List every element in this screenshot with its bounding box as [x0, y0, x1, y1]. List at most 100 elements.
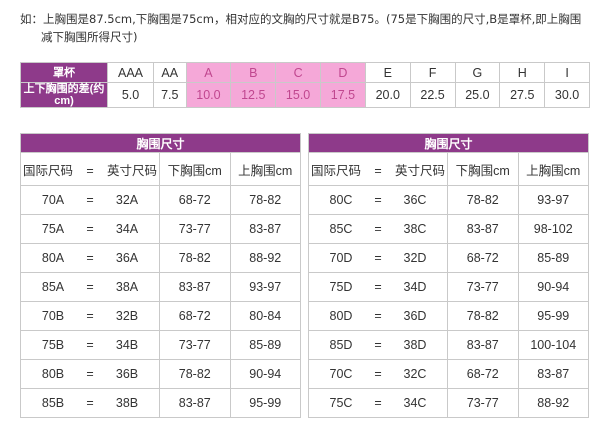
table-row: 80A = 36A 78-82 88-92: [20, 243, 301, 273]
table-title: 胸围尺寸: [20, 133, 301, 153]
cup-cell: F: [409, 62, 456, 83]
size-cell: 75A = 34A: [20, 214, 160, 244]
table-row: 85A = 38A 83-87 93-97: [20, 272, 301, 302]
difference-cell: 5.0: [106, 82, 155, 108]
table-row: 75A = 34A 73-77 83-87: [20, 214, 301, 244]
cup-cell: H: [499, 62, 546, 83]
under-bust-cell: 78-82: [159, 359, 231, 389]
difference-cell: 17.5: [320, 82, 366, 108]
equals-sign: =: [86, 193, 94, 207]
under-bust-cell: 73-77: [159, 330, 231, 360]
cup-cell: I: [544, 62, 590, 83]
inch-size: 38A: [115, 280, 139, 294]
equals-sign: =: [86, 367, 94, 381]
under-bust-cell: 73-77: [447, 388, 519, 418]
size-cell: 80A = 36A: [20, 243, 160, 273]
inch-size: 36D: [403, 309, 427, 323]
under-bust-cell: 83-87: [447, 214, 519, 244]
equals-sign: =: [374, 338, 382, 352]
size-cell: 75B = 34B: [20, 330, 160, 360]
inch-size: 32B: [115, 309, 139, 323]
difference-cell: 12.5: [230, 82, 277, 108]
inch-size: 36B: [115, 367, 139, 381]
intl-size: 70B: [41, 309, 65, 323]
under-bust-cell: 73-77: [159, 214, 231, 244]
equals-sign: =: [86, 222, 94, 236]
table-row: 70B = 32B 68-72 80-84: [20, 301, 301, 331]
table-row: 80C = 36C 78-82 93-97: [308, 185, 589, 215]
header-inch: 英寸尺码: [395, 163, 446, 178]
equals-sign: =: [86, 280, 94, 294]
under-bust-cell: 78-82: [447, 301, 519, 331]
title-row: 胸围尺寸: [308, 133, 589, 153]
table-row: 85D = 38D 83-87 100-104: [308, 330, 589, 360]
inch-size: 38B: [115, 396, 139, 410]
under-bust-cell: 73-77: [447, 272, 519, 302]
equals-sign: =: [86, 251, 94, 265]
equals-sign: =: [374, 309, 382, 323]
under-bust-cell: 83-87: [159, 388, 231, 418]
table-row: 80D = 36D 78-82 95-99: [308, 301, 589, 331]
size-table-left: 胸围尺寸 国际尺码 = 英寸尺码 下胸围cm 上胸围cm 70A = 32A 68-72 78-82…: [20, 133, 301, 418]
note-line-1: 如：上胸围是87.5cm,下胸围是75cm，相对应的文胸的尺寸就是B75。(75…: [20, 12, 582, 26]
table-title: 胸围尺寸: [308, 133, 589, 153]
table-row: 85C = 38C 83-87 98-102: [308, 214, 589, 244]
cup-difference-table: 罩杯 AAA AA A B C D E F G H I 上下胸围的差(约cm) 5.0 7.5 10.0 12…: [20, 62, 590, 108]
intl-size: 80C: [329, 193, 353, 207]
header-row: 国际尺码 = 英寸尺码 下胸围cm 上胸围cm: [308, 152, 589, 186]
equals-sign: =: [86, 163, 94, 178]
header-intl: 国际尺码: [22, 163, 73, 178]
inch-size: 36A: [115, 251, 139, 265]
size-cell: 85D = 38D: [308, 330, 448, 360]
table-row: 80B = 36B 78-82 90-94: [20, 359, 301, 389]
under-bust-cell: 68-72: [447, 359, 519, 389]
over-bust-cell: 90-94: [517, 272, 589, 302]
header-over: 上胸围cm: [229, 152, 301, 186]
cup-cell: G: [454, 62, 501, 83]
intl-size: 85A: [41, 280, 65, 294]
header-intl-inch: 国际尺码 = 英寸尺码: [20, 152, 160, 186]
under-bust-cell: 68-72: [159, 301, 231, 331]
cup-cell: AAA: [106, 62, 155, 83]
intl-size: 75C: [329, 396, 353, 410]
header-under: 下胸围cm: [159, 152, 231, 186]
intl-size: 80D: [329, 309, 353, 323]
cup-cell: A: [185, 62, 232, 83]
cup-cell: C: [275, 62, 322, 83]
title-row: 胸围尺寸: [20, 133, 301, 153]
difference-cell: 20.0: [364, 82, 411, 108]
cup-row: 罩杯 AAA AA A B C D E F G H I: [20, 62, 590, 83]
cup-cell: B: [230, 62, 277, 83]
inch-size: 36C: [403, 193, 427, 207]
difference-cell: 22.5: [409, 82, 456, 108]
size-cell: 85A = 38A: [20, 272, 160, 302]
intl-size: 75B: [41, 338, 65, 352]
cup-cell: E: [364, 62, 411, 83]
equals-sign: =: [374, 280, 382, 294]
difference-cell: 27.5: [499, 82, 546, 108]
over-bust-cell: 83-87: [229, 214, 301, 244]
over-bust-cell: 93-97: [229, 272, 301, 302]
over-bust-cell: 83-87: [517, 359, 589, 389]
inch-size: 34D: [403, 280, 427, 294]
size-cell: 80D = 36D: [308, 301, 448, 331]
table-row: 75C = 34C 73-77 88-92: [308, 388, 589, 418]
cup-cell: D: [320, 62, 366, 83]
table-row: 70D = 32D 68-72 85-89: [308, 243, 589, 273]
over-bust-cell: 93-97: [517, 185, 589, 215]
size-cell: 75C = 34C: [308, 388, 448, 418]
equals-sign: =: [374, 222, 382, 236]
equals-sign: =: [374, 163, 382, 178]
intl-size: 70C: [329, 367, 353, 381]
under-bust-cell: 78-82: [159, 243, 231, 273]
header-row: 国际尺码 = 英寸尺码 下胸围cm 上胸围cm: [20, 152, 301, 186]
size-cell: 80B = 36B: [20, 359, 160, 389]
equals-sign: =: [86, 396, 94, 410]
table-row: 75D = 34D 73-77 90-94: [308, 272, 589, 302]
inch-size: 34C: [403, 396, 427, 410]
header-intl-inch: 国际尺码 = 英寸尺码: [308, 152, 448, 186]
size-cell: 85C = 38C: [308, 214, 448, 244]
table-row: 70A = 32A 68-72 78-82: [20, 185, 301, 215]
under-bust-cell: 78-82: [447, 185, 519, 215]
over-bust-cell: 85-89: [229, 330, 301, 360]
